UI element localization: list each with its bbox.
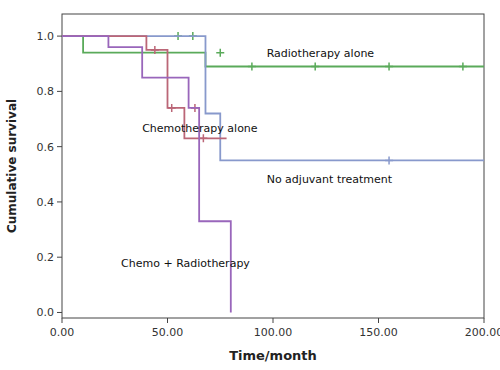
censor-mark xyxy=(311,63,319,71)
survival-curve xyxy=(62,36,231,312)
curve-label: Chemo + Radiotherapy xyxy=(121,257,250,270)
y-tick-label: 0.8 xyxy=(37,85,55,98)
curve-label: Radiotherapy alone xyxy=(267,47,375,60)
plot-area xyxy=(62,32,484,312)
survival-curve xyxy=(62,36,484,160)
y-tick-label: 1.0 xyxy=(37,30,55,43)
x-tick xyxy=(273,318,274,323)
x-tick-label: 100.00 xyxy=(254,326,293,339)
y-tick-label: 0.0 xyxy=(37,306,55,319)
y-tick-label: 0.4 xyxy=(37,196,55,209)
chart: 0.00 50.00 100.00 150.00 200.00 0.0 0.2 0.4 0.6 0… xyxy=(0,0,500,370)
x-tick xyxy=(378,318,379,323)
x-tick xyxy=(62,318,63,323)
y-tick xyxy=(57,312,62,313)
x-tick xyxy=(167,318,168,323)
censor-mark xyxy=(248,63,256,71)
censor-mark xyxy=(216,49,224,57)
y-tick-label: 0.2 xyxy=(37,251,55,264)
curve-label: Chemotherapy alone xyxy=(142,122,258,135)
survival-curve xyxy=(62,36,484,66)
y-tick xyxy=(57,201,62,202)
censor-mark xyxy=(168,104,176,112)
curve-label: No adjuvant treatment xyxy=(267,173,393,186)
y-tick-label: 0.6 xyxy=(37,141,55,154)
censor-mark xyxy=(385,156,393,164)
x-tick-label: 50.00 xyxy=(152,326,184,339)
censor-mark xyxy=(459,63,467,71)
x-tick-label: 200.00 xyxy=(465,326,500,339)
y-axis-label: Cumulative survival xyxy=(5,99,19,233)
x-axis-label: Time/month xyxy=(229,348,317,363)
censor-mark xyxy=(151,46,159,54)
plot-frame xyxy=(62,14,484,318)
y-tick xyxy=(57,257,62,258)
censor-mark xyxy=(199,134,207,142)
y-tick xyxy=(57,36,62,37)
x-tick-label: 0.00 xyxy=(50,326,75,339)
censor-mark xyxy=(385,63,393,71)
x-tick xyxy=(484,318,485,323)
x-tick-label: 150.00 xyxy=(359,326,398,339)
y-tick xyxy=(57,91,62,92)
y-tick xyxy=(57,146,62,147)
